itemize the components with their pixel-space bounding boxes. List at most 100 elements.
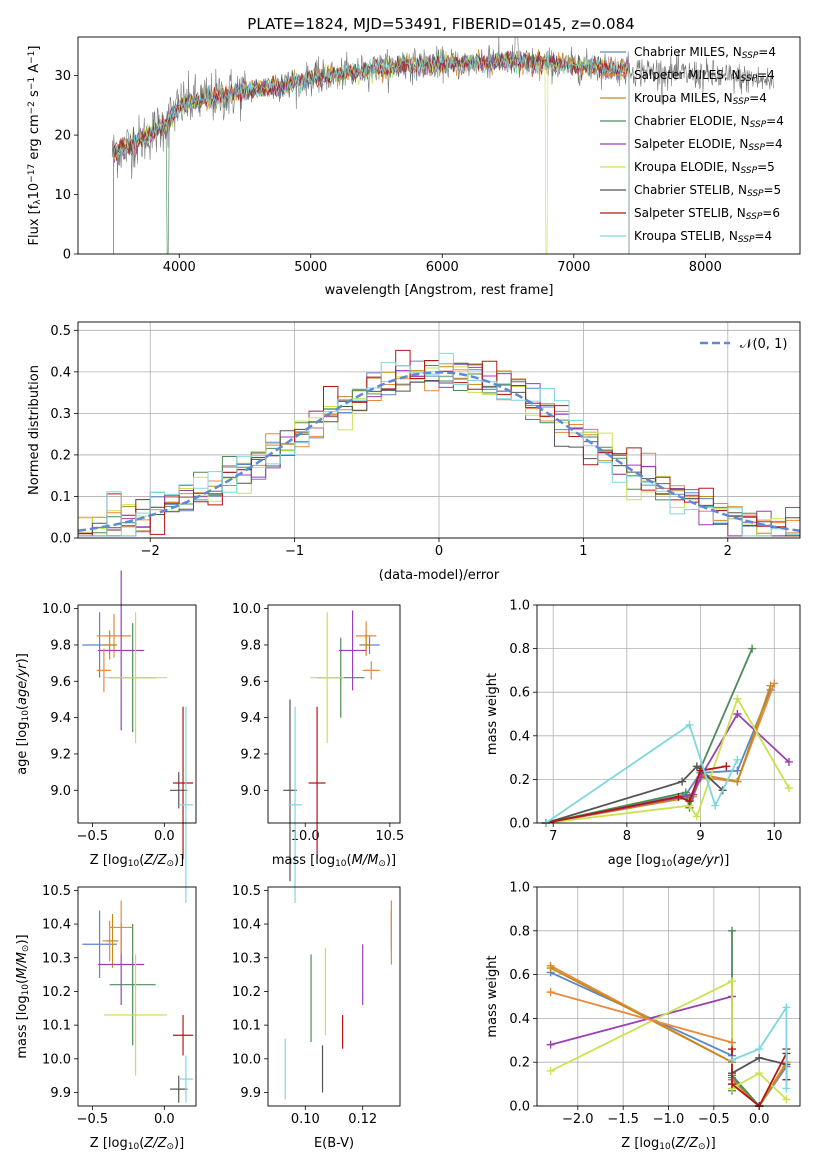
- x-tick-label: 5000: [294, 260, 327, 275]
- weight-point-marker: [733, 777, 742, 786]
- y-tick-label: 0.1: [50, 490, 71, 505]
- y-tick-label: 9.8: [50, 638, 71, 653]
- weight-point-marker: [546, 1040, 555, 1049]
- y-tick-label: 0.4: [509, 1012, 530, 1027]
- y-tick-label: 10.2: [42, 985, 71, 1000]
- y-tick-label: 0.8: [509, 642, 530, 657]
- weight-point-marker: [782, 1003, 791, 1012]
- spectrum-lines: [111, 37, 774, 254]
- axes: −0.5 0.0 9.0 9.2 9.4 9.6 9.8 10.0: [42, 602, 175, 844]
- y-tick-label: 10.1: [232, 1019, 261, 1034]
- y-tick-label: 0.0: [50, 532, 71, 547]
- legend-label: Kroupa MILES, NSSP=4: [634, 91, 767, 107]
- legend-label: 𝒩(0, 1): [740, 337, 787, 352]
- weight-point-marker: [782, 1084, 791, 1093]
- axes-frame: [77, 886, 197, 1107]
- y-tick-label: 0.8: [509, 924, 530, 939]
- y-axis-label: Normed distribution: [27, 365, 42, 495]
- weight-series-line: [545, 712, 790, 824]
- y-tick-label: 10.1: [42, 1019, 71, 1034]
- weight-point-marker: [722, 762, 731, 771]
- weight-point-marker: [727, 926, 736, 935]
- weight-point-marker: [766, 681, 775, 690]
- weight-point-marker: [685, 797, 694, 806]
- y-tick-label: 0.6: [509, 968, 530, 983]
- y-axis-label: mass weight: [485, 955, 500, 1037]
- y-tick-label: 10.0: [42, 602, 71, 617]
- x-tick-label: 10: [766, 829, 783, 844]
- y-tick-label: 10.0: [232, 602, 261, 617]
- weight-lines: [546, 926, 791, 1110]
- y-tick-label: 10.5: [232, 884, 261, 899]
- x-tick-label: −2: [141, 544, 160, 559]
- axes-frame: [536, 886, 801, 1107]
- weight-point-marker: [755, 1069, 764, 1078]
- weight-point-marker: [727, 1038, 736, 1047]
- x-tick-label: −0.5: [698, 1112, 730, 1127]
- x-axis-label: Z [log10(Z/Z⊙)]: [621, 1136, 715, 1152]
- weight-series-line: [545, 685, 772, 824]
- error-bars: [284, 900, 392, 1100]
- y-tick-label: 1.0: [509, 881, 530, 896]
- weight-point-marker: [681, 788, 690, 797]
- y-tick-label: 0: [63, 248, 71, 263]
- y-tick-label: 10.4: [42, 918, 71, 933]
- legend: 𝒩(0, 1): [700, 337, 787, 352]
- spectrum-panel: 4000 5000 6000 7000 8000 0 10 20 30 wavelength [A…: [27, 36, 801, 298]
- y-axis-label: mass weight: [485, 673, 500, 755]
- mass-vs-EBV-panel: 0.10 0.12 9.9 10.0 10.1 10.2 10.3 10.4 10.5 E(B-V…: [232, 884, 401, 1151]
- figure-title: PLATE=1824, MJD=53491, FIBERID=0145, z=0…: [247, 15, 634, 33]
- y-tick-label: 9.6: [240, 675, 261, 690]
- axes-frame: [77, 604, 197, 824]
- axes: −0.5 0.0 9.9 10.0 10.1 10.2 10.3 10.4 10.5: [42, 884, 175, 1127]
- x-axis-label: age [log10(age/yr)]: [608, 853, 730, 869]
- x-axis-label: Z [log10(Z/Z⊙)]: [90, 853, 184, 869]
- y-tick-label: 10.2: [232, 985, 261, 1000]
- y-tick-label: 10.4: [232, 918, 261, 933]
- normal-curve: [78, 371, 800, 532]
- y-tick-label: 0.0: [509, 1100, 530, 1115]
- legend-label: Chabrier STELIB, NSSP=5: [634, 183, 781, 199]
- axes-frame: [267, 604, 401, 824]
- weight-point-marker: [733, 755, 742, 764]
- mass-weight-vs-Z-panel: −2.0 −1.5 −1.0 −0.5 0.0 0.0 0.2 0.4 0.6 0.8 1.0 Z […: [485, 881, 801, 1152]
- x-tick-label: −1.0: [653, 1112, 685, 1127]
- weight-point-marker: [685, 720, 694, 729]
- y-tick-label: 10: [54, 188, 71, 203]
- y-tick-label: 1.0: [509, 599, 530, 614]
- x-tick-label: −2.0: [562, 1112, 594, 1127]
- weight-point-marker: [546, 964, 555, 973]
- y-tick-label: 9.6: [50, 675, 71, 690]
- y-tick-label: 20: [54, 129, 71, 144]
- weight-point-marker: [748, 644, 757, 653]
- axes: −2 −1 0 1 2 0.0 0.1 0.2 0.3 0.4 0.5: [50, 324, 732, 559]
- weight-point-marker: [678, 777, 687, 786]
- weight-point-marker: [784, 784, 793, 793]
- mass-weight-vs-age-panel: 7 8 9 10 0.0 0.2 0.4 0.6 0.8 1.0 age [log10(age/yr…: [485, 599, 801, 869]
- x-tick-label: 8: [623, 829, 631, 844]
- histogram-panel: −2 −1 0 1 2 0.0 0.1 0.2 0.3 0.4 0.5 (data-model)/er…: [27, 321, 801, 583]
- y-tick-label: 10.0: [42, 1052, 71, 1067]
- y-tick-label: 0.0: [509, 817, 530, 832]
- legend-label: Chabrier MILES, NSSP=4: [634, 45, 776, 61]
- x-axis-label: wavelength [Angstrom, rest frame]: [325, 283, 554, 298]
- axes: 0.10 0.12 9.9 10.0 10.1 10.2 10.3 10.4 10.5: [232, 884, 377, 1127]
- weight-point-marker: [546, 1066, 555, 1075]
- y-tick-label: 9.9: [240, 1086, 261, 1101]
- weight-point-marker: [674, 792, 683, 801]
- axes: −2.0 −1.5 −1.0 −0.5 0.0 0.0 0.2 0.4 0.6 0.8 1.0: [509, 881, 769, 1128]
- error-bars: [283, 610, 380, 903]
- weight-point-marker: [733, 694, 742, 703]
- x-tick-label: 10.0: [291, 829, 320, 844]
- axes: 10.0 10.5 9.0 9.2 9.4 9.6 9.8 10.0: [232, 602, 404, 844]
- legend-label: Salpeter MILES, NSSP=4: [634, 68, 775, 84]
- age-vs-mass-panel: 10.0 10.5 9.0 9.2 9.4 9.6 9.8 10.0 mass [log10(M…: [232, 602, 404, 903]
- histogram-steps: [78, 349, 800, 537]
- y-tick-label: 10.0: [232, 1052, 261, 1067]
- mass-vs-Z-panel: −0.5 0.0 9.9 10.0 10.1 10.2 10.3 10.4 10.5 Z [log…: [15, 884, 197, 1152]
- x-tick-label: 7: [549, 829, 557, 844]
- x-tick-label: 1: [579, 544, 587, 559]
- weight-series-line: [550, 991, 733, 1044]
- model-spectrum-line: [113, 50, 630, 254]
